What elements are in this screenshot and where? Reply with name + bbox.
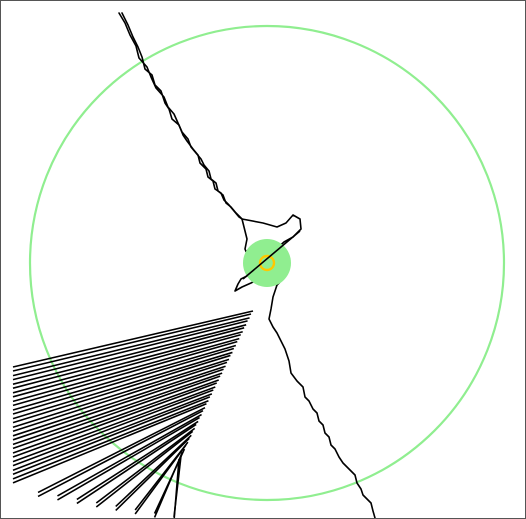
ray-line — [12, 351, 233, 420]
ray-line — [12, 320, 248, 381]
marker-vector-line — [242, 230, 301, 280]
ray-line — [76, 423, 197, 505]
ray-line — [12, 313, 252, 372]
ray-line — [12, 358, 230, 428]
coastline-north-a — [118, 12, 243, 220]
ray-line — [12, 361, 228, 432]
ray-line — [12, 403, 207, 484]
ray-line — [57, 416, 200, 501]
ray-line — [76, 420, 199, 501]
ray-line — [37, 409, 204, 498]
ray-line — [173, 458, 180, 518]
ray-line — [12, 393, 213, 471]
location-marker-halo — [243, 239, 291, 287]
ray-line — [12, 340, 238, 407]
ray-line — [95, 427, 196, 504]
ray-line — [153, 451, 184, 518]
coastline-south — [268, 284, 376, 518]
ray-line — [12, 337, 240, 403]
ray-line — [57, 413, 202, 497]
ray-line — [12, 330, 243, 394]
ray-line — [12, 372, 223, 446]
buffer-ring — [28, 24, 506, 502]
coastline-north-b — [121, 12, 243, 220]
ray-line — [134, 444, 187, 515]
ray-line — [12, 382, 217, 458]
ray-line — [12, 344, 237, 411]
ray-line — [12, 368, 224, 441]
ray-line — [12, 375, 221, 450]
ray-line — [37, 406, 206, 494]
ray-line — [12, 400, 209, 480]
ray-line — [12, 333, 241, 398]
location-marker-ring — [258, 254, 276, 272]
ray-line — [12, 317, 250, 377]
ray-line — [12, 365, 226, 437]
ray-line — [12, 396, 211, 475]
ray-line — [115, 437, 190, 512]
ray-fan — [12, 310, 254, 518]
ray-line — [12, 327, 245, 389]
ray-line — [12, 347, 235, 415]
ray-line — [12, 386, 216, 463]
ray-line — [12, 310, 254, 368]
ray-line — [12, 354, 231, 424]
ray-line — [12, 324, 247, 385]
ray-line — [95, 430, 194, 508]
ray-line — [12, 379, 219, 454]
ray-line — [115, 434, 192, 508]
ray-line — [12, 389, 214, 467]
